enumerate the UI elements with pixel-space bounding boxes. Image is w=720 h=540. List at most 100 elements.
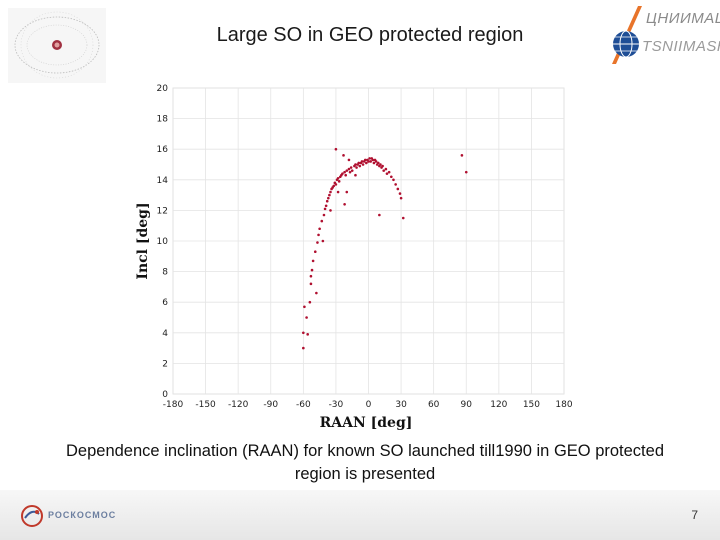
roscosmos-logo-icon [21,505,43,527]
data-point [306,333,309,336]
x-tick-label: 0 [366,400,372,410]
data-point [334,183,338,186]
data-point [464,170,468,174]
slide-title: Large SO in GEO protected region [216,24,524,46]
data-point [344,173,347,177]
y-tick-label: 18 [157,115,169,125]
data-point [394,183,397,186]
data-point [315,291,318,295]
footer-org-name: РОСКОСМОС [48,510,117,520]
data-points [302,147,468,350]
y-tick-label: 20 [157,84,169,94]
x-tick-label: 120 [490,400,507,410]
data-point [365,161,368,165]
tsniimash-logo: ЦНИИМАШ TSNIIMASH [608,4,720,66]
x-tick-label: -120 [228,400,249,410]
data-point [358,164,362,168]
y-tick-label: 12 [157,206,168,216]
x-axis-label: RAAN [deg] [320,415,413,430]
data-point [302,346,305,350]
data-point [324,204,328,208]
data-point [323,207,327,211]
data-point [320,219,324,223]
data-point [334,147,338,151]
data-point [332,184,336,188]
data-point [343,170,346,174]
orbit-diagram-icon [14,11,100,79]
y-tick-label: 8 [162,268,168,278]
data-point [396,187,400,191]
data-point [387,170,391,174]
data-point [321,239,325,243]
y-tick-labels: 0 2 4 6 8 10 12 14 16 18 20 [157,84,169,400]
data-point [316,241,319,244]
data-point [374,160,378,163]
data-point [349,166,353,169]
y-tick-label: 10 [157,237,169,247]
x-tick-label: -90 [263,400,278,410]
data-point [390,175,393,179]
x-tick-label: -60 [296,400,311,410]
scatter-chart: -180 -150 -120 -90 -60 -30 0 30 60 90 120 150 180 0 2… [135,84,573,430]
data-point [354,163,357,166]
slide-caption: Dependence inclination (RAAN) for known … [66,442,664,483]
y-tick-label: 2 [162,359,168,369]
data-point [357,161,361,165]
y-tick-label: 0 [162,390,168,400]
data-point [328,193,331,197]
data-point [360,160,364,163]
data-point [310,268,314,272]
data-point [460,154,464,157]
grid [172,87,565,395]
logo-text-ru: ЦНИИМАШ [646,10,720,27]
data-point [392,178,395,182]
data-point [345,169,349,172]
data-point [309,274,313,278]
data-point [399,196,403,200]
data-point [381,164,384,168]
data-point [347,158,351,162]
data-point [355,166,358,169]
data-point [401,216,405,220]
data-point [385,172,389,175]
data-point [378,213,381,217]
x-tick-label: 90 [461,400,473,410]
data-point [350,169,354,172]
x-tick-label: 180 [555,400,572,410]
y-tick-label: 4 [162,329,168,339]
data-point [363,158,367,162]
data-point [382,169,386,172]
data-point [368,157,371,160]
data-point [384,167,388,171]
data-point [361,163,365,166]
data-point [302,331,305,335]
data-point [305,316,308,319]
page-number: 7 [691,508,698,522]
data-point [322,213,326,217]
data-point [372,161,376,165]
data-point [376,161,380,165]
data-point [336,190,340,194]
footer-bar: РОСКОСМОС 7 [0,490,720,540]
data-point [325,199,329,203]
data-point [342,154,345,157]
logo-text-en: TSNIIMASH [642,38,720,55]
data-point [329,209,332,212]
data-point [337,180,341,183]
data-point [341,172,344,175]
data-point [354,173,357,177]
globe-logo-icon [612,6,642,64]
data-point [347,167,351,171]
y-tick-label: 6 [162,298,168,308]
x-tick-label: 150 [523,400,540,410]
data-point [367,160,370,163]
data-point [345,190,349,194]
data-point [327,196,330,200]
data-point [369,160,372,163]
data-point [379,163,382,166]
y-tick-label: 16 [157,145,169,155]
data-point [318,227,321,231]
x-tick-label: -180 [163,400,184,410]
data-point [309,282,313,286]
x-tick-label: 30 [395,400,407,410]
